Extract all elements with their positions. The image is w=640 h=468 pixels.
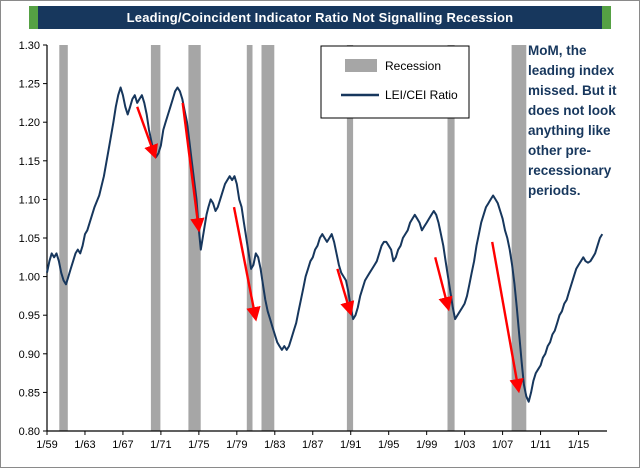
x-tick-label: 1/03: [454, 439, 475, 451]
recession-bar: [188, 45, 201, 431]
annotation-line: other pre-: [528, 143, 592, 158]
x-tick-label: 1/71: [150, 439, 171, 451]
y-tick-label: 1.15: [19, 156, 40, 168]
x-tick-label: 1/15: [568, 439, 589, 451]
y-tick-label: 0.90: [19, 349, 40, 361]
annotation-line: does not look: [528, 103, 616, 118]
title-accent-left: [29, 6, 38, 29]
annotation-line: MoM, the: [528, 43, 587, 58]
annotation-line: leading index: [528, 63, 615, 78]
y-tick-label: 0.80: [19, 426, 40, 438]
x-tick-label: 1/07: [492, 439, 513, 451]
tick-labels: 0.80 0.85 0.90 0.95 1.00 1.05 1.10 1.15 1.20 1.25…: [19, 40, 590, 451]
x-tick-label: 1/95: [378, 439, 399, 451]
red-arrow: [232, 206, 261, 322]
legend-recession-swatch: [345, 59, 377, 72]
page-title: Leading/Coincident Indicator Ratio Not S…: [38, 6, 602, 29]
red-arrow: [491, 241, 524, 394]
annotation-line: missed. But it: [528, 83, 617, 98]
y-tick-label: 1.30: [19, 40, 40, 52]
y-tick-label: 1.10: [19, 194, 40, 206]
trend-arrows: [136, 102, 524, 394]
annotation-line: anything like: [528, 123, 611, 138]
recession-bars: [59, 45, 527, 431]
y-tick-label: 1.25: [19, 79, 40, 91]
x-tick-label: 1/63: [74, 439, 95, 451]
annotation-line: periods.: [528, 183, 581, 198]
x-tick-label: 1/11: [530, 439, 551, 451]
y-tick-label: 1.20: [19, 117, 40, 129]
legend-box: [320, 45, 470, 119]
x-tick-label: 1/83: [264, 439, 285, 451]
x-tick-label: 1/79: [226, 439, 247, 451]
annotation-text: MoM, the leading index missed. But it does …: [528, 41, 634, 201]
recession-bar: [261, 45, 275, 431]
lei-cei-line: [46, 86, 604, 403]
red-arrow: [181, 102, 205, 233]
chart-area: 0.80 0.85 0.90 0.95 1.00 1.05 1.10 1.15 1.20 1.25…: [1, 31, 639, 467]
red-arrow: [136, 106, 158, 160]
x-tick-label: 1/59: [36, 439, 57, 451]
x-tick-label: 1/87: [302, 439, 323, 451]
recession-bar: [150, 45, 161, 431]
title-bar: Leading/Coincident Indicator Ratio Not S…: [29, 6, 611, 29]
x-tick-label: 1/91: [340, 439, 361, 451]
legend-line-label: LEI/CEI Ratio: [385, 88, 458, 102]
red-arrow: [336, 268, 355, 317]
x-tick-label: 1/99: [416, 439, 437, 451]
recession-bar: [447, 45, 455, 431]
red-arrow: [434, 257, 453, 312]
title-accent-right: [602, 6, 611, 29]
y-tick-label: 0.95: [19, 310, 40, 322]
x-tick-label: 1/67: [112, 439, 133, 451]
y-tick-label: 1.05: [19, 233, 40, 245]
recession-bar: [511, 45, 527, 431]
annotation-line: recessionary: [528, 163, 612, 178]
y-tick-label: 0.85: [19, 387, 40, 399]
recession-bar: [59, 45, 68, 431]
chart-svg: 0.80 0.85 0.90 0.95 1.00 1.05 1.10 1.15 1.20 1.25…: [19, 40, 607, 451]
recession-bar: [346, 45, 354, 431]
legend: Recession LEI/CEI Ratio: [320, 45, 470, 119]
x-tick-label: 1/75: [188, 439, 209, 451]
legend-recession-label: Recession: [385, 59, 441, 73]
y-tick-label: 1.00: [19, 272, 40, 284]
recession-bar: [246, 45, 253, 431]
